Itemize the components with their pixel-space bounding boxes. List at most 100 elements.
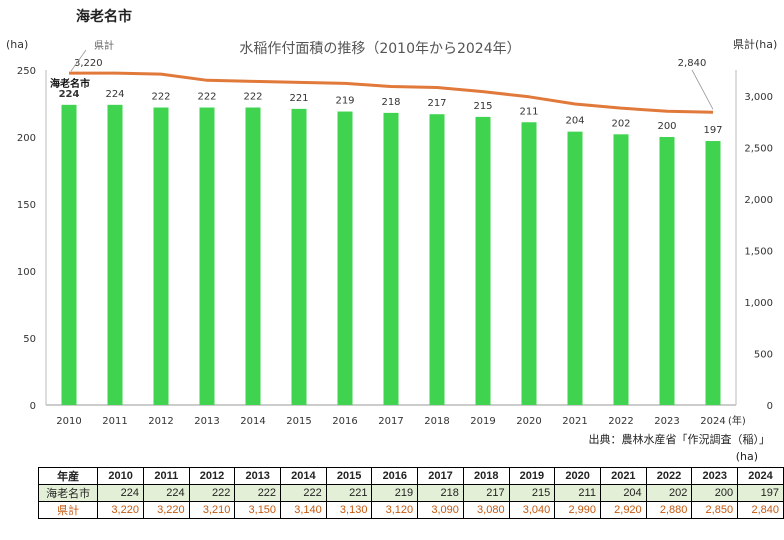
- bar: [613, 134, 629, 405]
- x-tick-label: 2017: [378, 416, 403, 427]
- bar: [337, 111, 353, 405]
- table-year-cell: 2010: [97, 467, 144, 485]
- bar-value-label: 224: [59, 89, 80, 100]
- y-right-tick: 1,500: [744, 246, 773, 257]
- bar: [429, 114, 445, 405]
- y-right-tick: 3,000: [744, 92, 773, 103]
- bar-value-label: 219: [335, 96, 354, 107]
- bar-value-label: 222: [197, 92, 216, 103]
- table-value-cell: 219: [371, 484, 419, 502]
- y-right-label: 県計(ha): [733, 37, 777, 51]
- y-right-tick: 500: [754, 349, 773, 360]
- source-note: 出典：農林水産省「作況調査（稲）」: [588, 433, 771, 446]
- table-value-cell: 2,880: [645, 501, 693, 519]
- y-left-tick: 250: [17, 66, 36, 77]
- table-row: 県計 3,220 3,220 3,210 3,150 3,140 3,130 3,120 3,0…: [37, 501, 784, 519]
- table-value-cell: 204: [599, 484, 647, 502]
- bar: [153, 107, 169, 406]
- table-year-cell: 2012: [188, 467, 236, 485]
- x-tick-label: 2013: [194, 416, 219, 427]
- bar-value-label: 202: [611, 118, 630, 129]
- table-value-cell: 3,210: [188, 501, 236, 519]
- table-value-cell: 3,150: [234, 501, 282, 519]
- table-row-label: 県計: [37, 501, 99, 519]
- table-year-cell: 2014: [280, 467, 327, 485]
- table-header-row: 年産 2010 2011 2012 2013 2014 2015 2016 2017 2018 20…: [37, 467, 784, 485]
- bar-value-label: 217: [427, 98, 446, 109]
- table-value-cell: 217: [462, 484, 510, 502]
- chart: 水稲作付面積の推移（2010年から2024年） (ha) 県計(ha) 0 50 100 1…: [6, 37, 777, 427]
- y-right-tick: 2,500: [744, 143, 773, 154]
- x-tick-label: 2012: [148, 416, 173, 427]
- table-value-cell: 3,220: [97, 501, 144, 519]
- table-year-cell: 2018: [462, 467, 510, 485]
- bar: [521, 122, 537, 405]
- table-year-cell: 2013: [234, 467, 282, 485]
- x-tick-label: 2018: [424, 416, 449, 427]
- table-year-cell: 2015: [325, 467, 373, 485]
- table-value-cell: 3,080: [462, 501, 510, 519]
- table-year-cell: 2017: [417, 467, 464, 485]
- y-left-label: (ha): [6, 38, 28, 51]
- table-value-cell: 222: [188, 484, 236, 502]
- x-tick-label: 2011: [102, 416, 127, 427]
- table-value-cell: 202: [645, 484, 693, 502]
- x-tick-label: 2015: [286, 416, 311, 427]
- table-year-cell: 2024: [737, 467, 784, 485]
- table-value-cell: 221: [325, 484, 373, 502]
- line-end-leader: [691, 69, 714, 110]
- x-tick-label: 2020: [516, 416, 541, 427]
- table-year-cell: 2016: [371, 467, 419, 485]
- table-value-cell: 218: [417, 484, 464, 502]
- table-value-cell: 3,090: [417, 501, 464, 519]
- bar-value-label: 224: [105, 89, 124, 100]
- chart-title: 水稲作付面積の推移（2010年から2024年）: [239, 41, 520, 57]
- table-value-cell: 222: [280, 484, 327, 502]
- bar: [383, 112, 399, 405]
- table-value-cell: 3,120: [371, 501, 419, 519]
- table-year-cell: 2020: [554, 467, 601, 485]
- bar-value-label: 221: [289, 93, 308, 104]
- bar: [199, 107, 215, 406]
- y-left-tick: 50: [23, 334, 36, 345]
- bar: [245, 107, 261, 406]
- line-end-value: 2,840: [678, 58, 707, 69]
- bar: [705, 141, 721, 405]
- table-value-cell: 197: [737, 484, 784, 502]
- line-start-leader: [70, 49, 87, 72]
- table-value-cell: 200: [691, 484, 739, 502]
- y-left-tick: 0: [30, 401, 36, 412]
- table-value-cell: 2,840: [737, 501, 784, 519]
- bar-value-label: 222: [243, 92, 262, 103]
- bar-value-label: 197: [703, 125, 722, 136]
- table-year-cell: 2011: [142, 467, 190, 485]
- bar: [475, 116, 491, 406]
- table-value-cell: 3,130: [325, 501, 373, 519]
- data-table: 年産 2010 2011 2012 2013 2014 2015 2016 2017 2018 20…: [37, 467, 784, 519]
- bar: [291, 108, 307, 406]
- table-value-cell: 2,920: [599, 501, 647, 519]
- table-value-cell: 215: [508, 484, 556, 502]
- bar: [567, 131, 583, 405]
- bar-value-label: 204: [565, 116, 584, 127]
- x-tick-label: 2022: [608, 416, 633, 427]
- table-value-cell: 2,850: [691, 501, 739, 519]
- bar-value-label: 200: [657, 121, 676, 132]
- table-value-cell: 224: [142, 484, 190, 502]
- x-tick-label: 2024: [700, 416, 725, 427]
- bar: [61, 104, 77, 405]
- table-value-cell: 224: [97, 484, 144, 502]
- y-right-tick: 1,000: [744, 298, 773, 309]
- x-tick-label: 2023: [654, 416, 679, 427]
- x-tick-label: 2021: [562, 416, 587, 427]
- table-value-cell: 3,040: [508, 501, 556, 519]
- table-unit: (ha): [735, 450, 758, 463]
- table-value-cell: 2,990: [554, 501, 601, 519]
- y-left-tick: 100: [17, 267, 36, 278]
- x-tick-label: 2016: [332, 416, 357, 427]
- bar-start-label: 海老名市: [50, 77, 90, 90]
- table-value-cell: 211: [554, 484, 601, 502]
- table-year-cell: 2023: [691, 467, 739, 485]
- table-header-label: 年産: [37, 467, 99, 485]
- line-start-value: 3,220: [74, 58, 103, 69]
